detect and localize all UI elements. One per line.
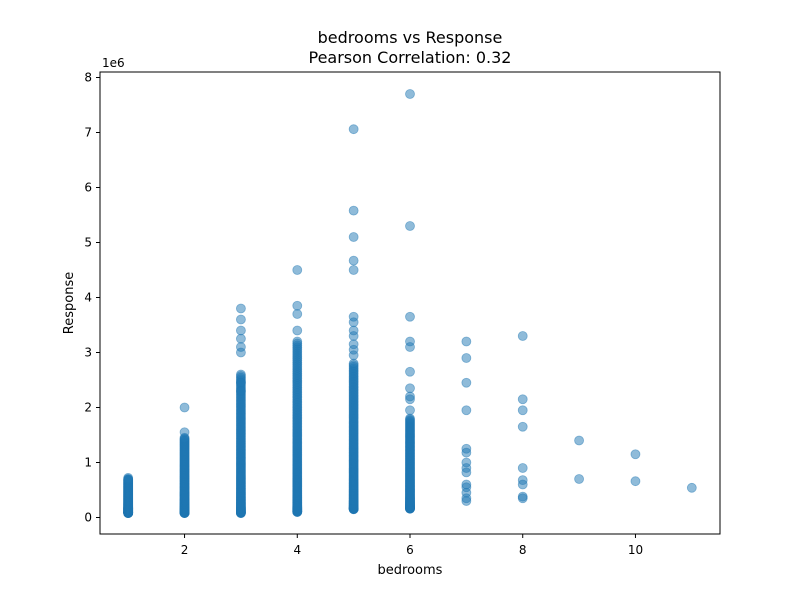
data-point [405,383,415,394]
data-point [461,336,472,347]
x-tick-label: 4 [293,543,301,557]
data-point [630,449,641,460]
x-tick-label: 8 [519,543,527,557]
data-point [517,463,528,473]
data-point [348,317,359,328]
data-point [292,300,303,311]
data-point [517,421,528,432]
data-point [686,482,697,493]
data-point [292,325,303,336]
data-point [517,394,528,405]
data-point [348,358,359,369]
data-point [517,479,528,490]
y-tick-label: 4 [84,291,92,305]
data-point [461,405,472,416]
data-point [348,205,359,216]
y-tick-label: 6 [84,181,92,195]
x-tick-label: 10 [628,543,643,557]
data-point [348,232,359,242]
data-point [236,347,246,358]
data-point [461,496,472,506]
data-point [236,314,246,325]
chart-title-line1: bedrooms vs Response [318,28,503,47]
data-point [574,474,584,484]
y-tick-label: 8 [84,71,92,85]
data-point [630,476,641,487]
data-point [517,331,528,341]
data-point [461,377,472,388]
data-point [236,325,246,336]
data-point [517,493,528,504]
y-tick-label: 2 [84,401,92,415]
data-point [405,342,415,352]
data-point [405,89,415,99]
data-point [348,331,359,341]
y-axis-label: Response [62,272,77,334]
data-point [461,467,472,478]
data-point [574,435,584,446]
data-point [517,405,528,416]
data-point [179,427,190,438]
chart-title-line2: Pearson Correlation: 0.32 [309,48,512,67]
data-point [348,255,359,266]
data-point [292,309,303,319]
data-point [348,350,359,361]
y-tick-label: 7 [84,126,92,140]
x-tick-label: 6 [406,543,414,557]
data-point [405,413,415,424]
x-tick-label: 2 [181,543,189,557]
data-point [405,221,415,231]
y-axis-offset-label: 1e6 [102,56,125,70]
x-axis-label: bedrooms [378,563,443,578]
data-point [179,402,190,413]
data-point [292,265,303,275]
y-tick-label: 5 [84,236,92,250]
data-point [461,353,472,363]
y-tick-label: 3 [84,346,92,360]
data-point [348,124,359,135]
x-axis-ticks: 2 4 6 8 10 [181,534,643,557]
y-axis-ticks: 0 1 2 3 4 5 6 7 8 [84,71,100,525]
data-point [405,366,415,377]
data-point [461,447,472,458]
data-point [292,336,303,347]
data-point [236,386,246,396]
data-point [405,311,415,322]
data-point [236,333,246,344]
data-point [236,369,246,380]
data-points [123,89,697,518]
y-tick-label: 0 [84,511,92,525]
data-point [123,472,134,483]
data-point [236,303,246,314]
y-tick-label: 1 [84,456,92,470]
data-point [405,405,415,416]
data-point [405,394,415,405]
data-point [348,265,359,275]
data-point [236,377,246,388]
